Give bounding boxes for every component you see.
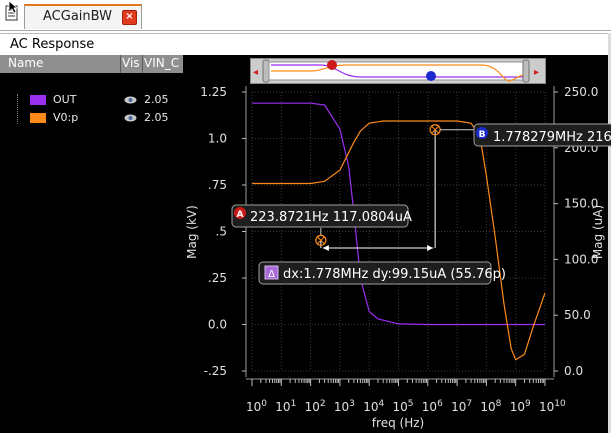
- legend-name-out: OUT: [53, 93, 77, 106]
- legend-value-out: 2.05: [144, 93, 169, 106]
- tab-close-button[interactable]: ×: [122, 10, 137, 25]
- navigator-marker-b: [426, 71, 436, 81]
- panel-title: AC Response: [10, 37, 95, 52]
- navigator-right-arrow[interactable]: ▸: [534, 67, 539, 78]
- tab-title: ACGainBW: [43, 9, 112, 24]
- legend-header-vis[interactable]: Vis: [122, 56, 140, 70]
- navigator-left-handle[interactable]: [262, 59, 270, 83]
- legend-header-value[interactable]: VIN_C: [144, 56, 180, 70]
- legend-name-v0p: V0:p: [53, 111, 79, 124]
- window-right-edge: [608, 33, 611, 433]
- legend-header-name[interactable]: Name: [8, 56, 44, 70]
- navigator-left-arrow[interactable]: ◂: [253, 67, 258, 78]
- visibility-eye-icon[interactable]: [124, 95, 137, 105]
- legend-row-v0p[interactable]: V0:p 2.05: [0, 110, 183, 128]
- tab-acgainbw[interactable]: ACGainBW ×: [24, 4, 142, 29]
- navigator-trace-v0p: [271, 64, 524, 82]
- legend-header: Name Vis VIN_C: [0, 55, 183, 73]
- legend-swatch-out: [30, 95, 46, 105]
- tab-bar: ACGainBW ×: [0, 0, 611, 31]
- navigator-right-handle[interactable]: [522, 59, 530, 83]
- navigator-marker-a: [327, 60, 337, 70]
- visibility-eye-icon[interactable]: [124, 113, 137, 123]
- legend-value-v0p: 2.05: [144, 111, 169, 124]
- legend-swatch-v0p: [30, 113, 46, 123]
- panel-title-bar: AC Response: [0, 33, 611, 55]
- legend-tree-line: [17, 94, 19, 124]
- legend-row-out[interactable]: OUT 2.05: [0, 92, 183, 110]
- zoom-navigator[interactable]: ◂ ▸: [250, 58, 546, 84]
- mouse-cursor-icon: [8, 0, 18, 14]
- navigator-trace-out: [271, 64, 523, 78]
